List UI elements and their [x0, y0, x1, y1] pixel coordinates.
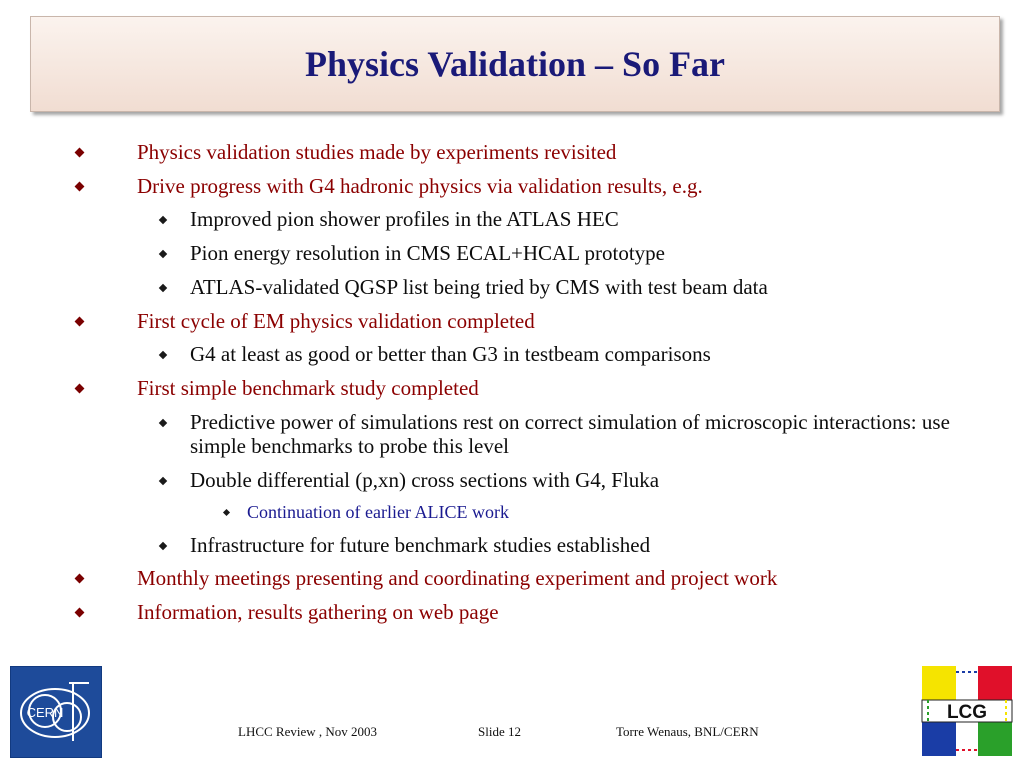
diamond-bullet-icon	[74, 573, 85, 584]
bullet-text: Monthly meetings presenting and coordina…	[137, 566, 778, 590]
diamond-bullet-icon	[158, 476, 168, 486]
title-banner: Physics Validation – So Far	[30, 16, 1000, 112]
cern-logo-text: CERN	[27, 705, 64, 720]
cern-emblem-icon: CERN	[20, 682, 90, 741]
lcg-logo: LCG	[920, 664, 1014, 758]
diamond-bullet-icon	[158, 283, 168, 293]
bullet-item: G4 at least as good or better than G3 in…	[158, 342, 960, 366]
bullet-text: Drive progress with G4 hadronic physics …	[137, 174, 703, 198]
footer-author: Torre Wenaus, BNL/CERN	[616, 724, 759, 739]
bullet-text: Double differential (p,xn) cross section…	[190, 468, 660, 492]
diamond-bullet-icon	[158, 541, 168, 551]
bullet-text: Continuation of earlier ALICE work	[247, 502, 509, 522]
bullet-text: Physics validation studies made by exper…	[137, 140, 617, 164]
footer-event: LHCC Review , Nov 2003	[238, 724, 378, 739]
diamond-bullet-icon	[74, 316, 85, 327]
diamond-bullet-icon	[158, 215, 168, 225]
bullet-item: Infrastructure for future benchmark stud…	[158, 533, 960, 557]
bullet-text: Infrastructure for future benchmark stud…	[190, 533, 651, 557]
bullet-item: First cycle of EM physics validation com…	[74, 309, 535, 333]
bullet-item: Physics validation studies made by exper…	[74, 140, 617, 164]
bullet-text: Improved pion shower profiles in the ATL…	[190, 207, 619, 231]
bullet-item: Predictive power of simulations rest on …	[158, 410, 960, 458]
diamond-bullet-icon	[158, 249, 168, 259]
bullet-text: G4 at least as good or better than G3 in…	[190, 342, 711, 366]
diamond-bullet-icon	[74, 607, 85, 618]
diamond-bullet-icon	[74, 181, 85, 192]
bullet-text: Information, results gathering on web pa…	[137, 600, 499, 624]
bullet-item: Drive progress with G4 hadronic physics …	[74, 174, 703, 198]
bullet-item: First simple benchmark study completed	[74, 376, 479, 400]
bullet-text: First simple benchmark study completed	[137, 376, 479, 400]
slide-title: Physics Validation – So Far	[304, 44, 726, 84]
bullet-text: First cycle of EM physics validation com…	[137, 309, 535, 333]
bullet-item: ATLAS-validated QGSP list being tried by…	[158, 275, 960, 299]
bullet-text: Pion energy resolution in CMS ECAL+HCAL …	[190, 241, 665, 265]
bullet-item: Pion energy resolution in CMS ECAL+HCAL …	[158, 241, 960, 265]
bullet-item: Monthly meetings presenting and coordina…	[74, 566, 778, 590]
footer-slide-number: Slide 12	[478, 724, 521, 739]
cern-logo: CERN	[10, 666, 102, 758]
diamond-bullet-icon	[74, 147, 85, 158]
diamond-bullet-icon	[74, 383, 85, 394]
bullet-text: Predictive power of simulations rest on …	[190, 410, 950, 458]
bullet-item: Information, results gathering on web pa…	[74, 600, 499, 624]
lcg-emblem-icon: LCG	[921, 666, 1013, 756]
diamond-bullet-icon	[158, 350, 168, 360]
diamond-bullet-icon	[222, 508, 231, 517]
bullet-item: Double differential (p,xn) cross section…	[158, 468, 960, 492]
bullet-item: Improved pion shower profiles in the ATL…	[158, 207, 960, 231]
diamond-bullet-icon	[158, 418, 168, 428]
lcg-logo-text: LCG	[947, 702, 987, 723]
bullet-item: Continuation of earlier ALICE work	[222, 501, 509, 523]
bullet-text: ATLAS-validated QGSP list being tried by…	[190, 275, 768, 299]
